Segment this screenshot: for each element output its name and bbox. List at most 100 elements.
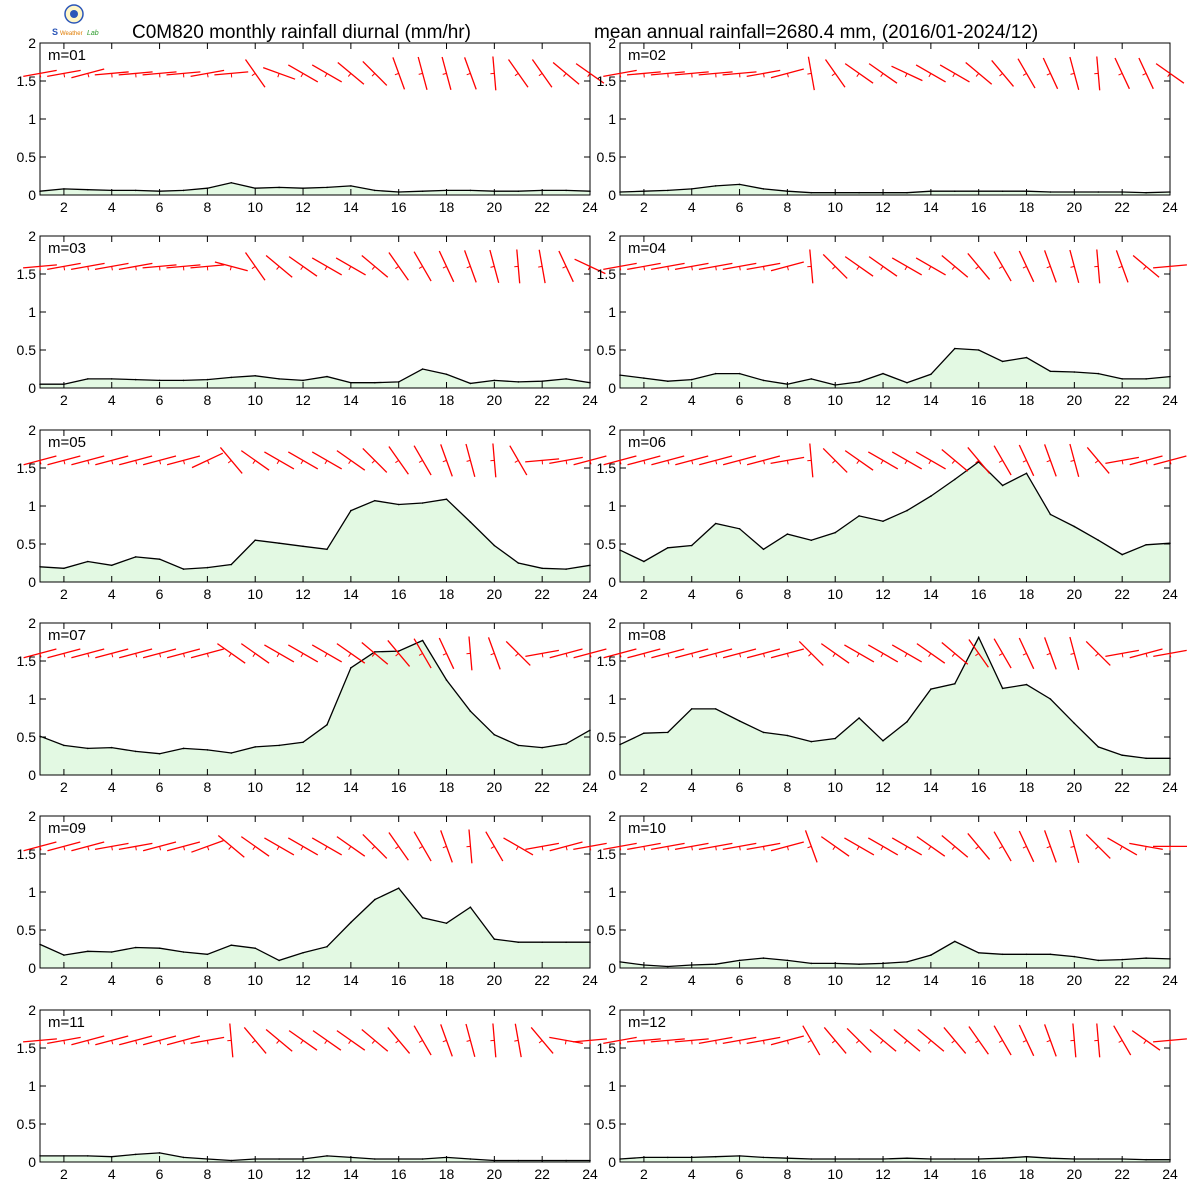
wind-barb bbox=[240, 450, 270, 471]
x-tick-label: 16 bbox=[391, 779, 407, 795]
wind-barb bbox=[993, 1025, 1012, 1056]
wind-barb bbox=[746, 648, 781, 659]
rain-point bbox=[690, 544, 693, 547]
wind-barb bbox=[118, 262, 153, 271]
rain-point bbox=[1097, 746, 1100, 748]
rain-point bbox=[158, 947, 161, 949]
rain-point bbox=[977, 636, 980, 639]
wind-barb bbox=[142, 71, 177, 78]
x-tick-label: 24 bbox=[582, 199, 598, 215]
wind-barb bbox=[288, 1030, 318, 1051]
rain-point bbox=[643, 732, 645, 734]
rain-line bbox=[39, 639, 591, 755]
rain-point bbox=[182, 379, 185, 382]
wind-barb bbox=[23, 1038, 57, 1045]
rain-point bbox=[1001, 360, 1004, 363]
rain-point bbox=[158, 1152, 161, 1154]
rain-point bbox=[643, 377, 645, 379]
wind-barb bbox=[844, 450, 874, 471]
wind-barb bbox=[288, 256, 318, 277]
x-tick-label: 16 bbox=[391, 1166, 407, 1182]
wind-barb bbox=[893, 1029, 921, 1052]
x-tick-label: 22 bbox=[534, 199, 550, 215]
y-tick-label: 0.5 bbox=[597, 342, 617, 358]
wind-barb bbox=[993, 638, 1012, 669]
y-tick-label: 0 bbox=[608, 574, 616, 590]
wind-barb bbox=[674, 1038, 709, 1045]
rain-point bbox=[421, 190, 424, 192]
x-tick-label: 20 bbox=[487, 1166, 503, 1182]
x-tick-label: 20 bbox=[1067, 199, 1083, 215]
wind-barb bbox=[142, 648, 177, 659]
x-tick-label: 14 bbox=[343, 1166, 359, 1182]
x-tick-label: 12 bbox=[875, 586, 891, 602]
rain-point bbox=[158, 752, 161, 755]
rain-point bbox=[517, 562, 520, 564]
rain-point bbox=[302, 952, 304, 954]
rain-point bbox=[206, 953, 209, 956]
x-tick-label: 24 bbox=[582, 972, 598, 988]
x-tick-label: 12 bbox=[295, 392, 311, 408]
rain-line bbox=[619, 461, 1171, 563]
rain-point bbox=[63, 954, 65, 956]
wind-barb bbox=[867, 644, 899, 663]
x-tick-label: 12 bbox=[295, 586, 311, 602]
rain-point bbox=[565, 568, 567, 570]
rain-point bbox=[350, 921, 352, 924]
y-tick-label: 0 bbox=[28, 574, 36, 590]
wind-barb bbox=[244, 59, 266, 88]
wind-barb bbox=[311, 644, 343, 663]
x-tick-label: 22 bbox=[1114, 199, 1130, 215]
rain-point bbox=[667, 731, 669, 734]
x-tick-label: 16 bbox=[971, 972, 987, 988]
rain-point bbox=[1145, 1158, 1147, 1161]
rain-point bbox=[517, 744, 520, 747]
rain-point bbox=[762, 548, 765, 551]
y-tick-label: 0.5 bbox=[597, 536, 617, 552]
wind-barb bbox=[94, 71, 129, 78]
wind-barb bbox=[311, 64, 343, 83]
y-tick-label: 0.5 bbox=[17, 149, 37, 165]
x-tick-label: 8 bbox=[783, 392, 791, 408]
y-tick-label: 2 bbox=[28, 422, 36, 438]
wind-barb bbox=[573, 455, 607, 466]
x-tick-label: 18 bbox=[1019, 1166, 1035, 1182]
x-tick-label: 24 bbox=[1162, 199, 1178, 215]
wind-barb bbox=[675, 648, 709, 659]
rain-point bbox=[1049, 953, 1052, 956]
wind-barb bbox=[1085, 640, 1111, 666]
wind-barb bbox=[844, 644, 875, 663]
wind-barb bbox=[1132, 255, 1160, 278]
wind-barb bbox=[388, 252, 409, 281]
rain-line bbox=[619, 940, 1171, 968]
x-tick-label: 22 bbox=[534, 1166, 550, 1182]
panel-label: m=08 bbox=[628, 627, 666, 644]
wind-barb bbox=[1018, 444, 1035, 477]
wind-barb bbox=[824, 59, 846, 88]
x-tick-label: 2 bbox=[60, 199, 68, 215]
x-tick-label: 6 bbox=[736, 1166, 744, 1182]
wind-barb bbox=[23, 69, 57, 78]
wind-barb bbox=[722, 455, 757, 466]
wind-barb bbox=[362, 447, 388, 473]
panel-6: 00.511.522 4 6 8 10 12 14 16 18 20 22 24m=06 bbox=[597, 422, 1187, 602]
x-tick-label: 6 bbox=[736, 779, 744, 795]
panel-11: 00.511.522 4 6 8 10 12 14 16 18 20 22 24m=11 bbox=[17, 1002, 607, 1182]
wind-barb bbox=[335, 257, 366, 276]
rain-point bbox=[469, 382, 472, 385]
wind-barb bbox=[240, 836, 270, 857]
x-tick-label: 4 bbox=[108, 972, 116, 988]
y-tick-label: 0.5 bbox=[597, 922, 617, 938]
wind-barb bbox=[891, 65, 923, 82]
wind-barb bbox=[514, 249, 521, 284]
wind-barb bbox=[603, 842, 637, 851]
x-tick-label: 18 bbox=[1019, 199, 1035, 215]
wind-barb bbox=[1153, 455, 1187, 466]
x-tick-label: 18 bbox=[439, 199, 455, 215]
rain-point bbox=[714, 963, 717, 965]
wind-barb bbox=[440, 1024, 453, 1057]
rain-area bbox=[620, 348, 1170, 388]
rain-point bbox=[110, 951, 113, 953]
chart-title-right: mean annual rainfall=2680.4 mm, (2016/01… bbox=[594, 22, 1038, 43]
